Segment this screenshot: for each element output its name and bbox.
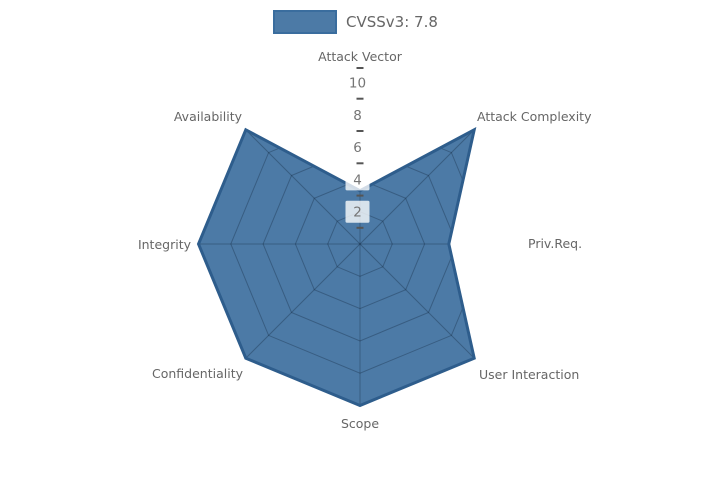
axis-label-confidentiality: Confidentiality: [152, 366, 244, 381]
r-axis-minor-tick: [356, 194, 364, 197]
legend: CVSSv3: 7.8: [273, 10, 438, 34]
grid-ring-2: [327, 211, 393, 277]
axis-label-attack-vector: Attack Vector: [318, 49, 403, 64]
r-tick-box-8: [345, 103, 370, 126]
axis-label-scope: Scope: [341, 416, 379, 431]
grid-spoke-3: [359, 243, 475, 359]
grid-ring-4: [294, 178, 426, 310]
legend-swatch: [273, 10, 337, 34]
r-tick-label-4: 4: [353, 172, 362, 188]
r-tick-label-8: 8: [353, 108, 362, 124]
data-area-outline: [196, 126, 477, 408]
r-tick-label-2: 2: [353, 205, 362, 221]
r-axis-minor-tick: [356, 162, 364, 165]
r-tick-label-10: 10: [349, 76, 366, 92]
r-tick-label-6: 6: [353, 140, 362, 156]
r-axis-minor-tick: [356, 97, 364, 100]
legend-label: CVSSv3: 7.8: [346, 13, 438, 31]
r-tick-box-2: [345, 200, 370, 223]
axis-label-attack-complexity: Attack Complexity: [477, 109, 592, 124]
data-area-cvssv3: [198, 129, 475, 406]
r-axis-minor-tick: [356, 67, 364, 69]
grid-ring-6: [262, 146, 458, 342]
r-axis-minor-tick: [356, 130, 364, 132]
r-tick-box-10: [342, 71, 373, 94]
grid-spoke-7: [245, 129, 361, 245]
axis-label-integrity: Integrity: [138, 237, 192, 252]
axis-label-user-interaction: User Interaction: [479, 367, 579, 382]
axis-label-priv-req: Priv.Req.: [528, 236, 582, 251]
r-axis-minor-tick: [356, 226, 364, 229]
r-tick-box-6: [345, 136, 370, 159]
grid-spoke-1: [359, 129, 475, 245]
grid-spoke-5: [245, 243, 361, 359]
axis-label-availability: Availability: [174, 109, 243, 124]
r-tick-box-4: [345, 168, 370, 191]
